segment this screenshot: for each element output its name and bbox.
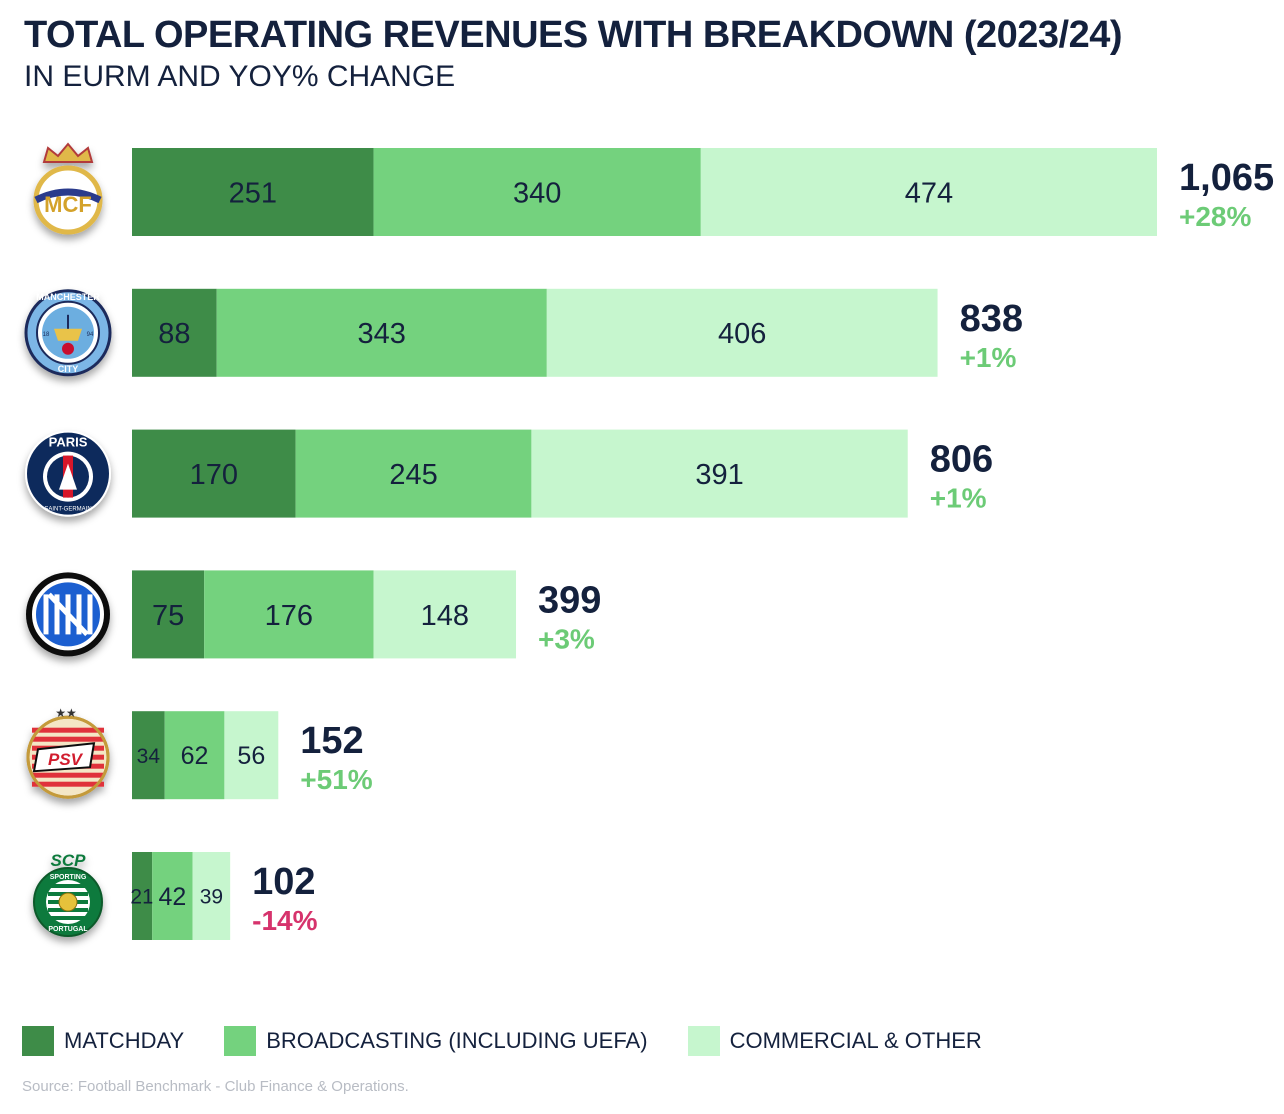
legend-swatch-broadcasting [224, 1026, 257, 1056]
data-label: 251 [229, 177, 277, 209]
legend-swatch-matchday [22, 1026, 54, 1056]
svg-text:★★: ★★ [55, 706, 77, 720]
data-label: 340 [513, 177, 561, 209]
svg-text:MCF: MCF [44, 192, 92, 217]
legend-swatch-commercial [687, 1026, 720, 1056]
source-note: Source: Football Benchmark - Club Financ… [22, 1078, 409, 1095]
data-label: 88 [158, 318, 190, 350]
data-label: 474 [905, 177, 953, 209]
yoy-change-label: +1% [930, 483, 987, 514]
legend-label-commercial: COMMERCIAL & OTHER [729, 1028, 982, 1053]
bar-segment-broadcasting [216, 288, 547, 377]
legend-label-matchday: MATCHDAY [64, 1028, 185, 1053]
legend-label-broadcasting: BROADCASTING (INCLUDING UEFA) [266, 1028, 648, 1053]
bar-row: 170 245 391 806+1% [132, 429, 993, 518]
data-label: 406 [718, 318, 766, 350]
yoy-change-label: +3% [538, 623, 595, 654]
legend-item-commercial: COMMERCIAL & OTHER [687, 1026, 982, 1056]
data-label: 21 [130, 886, 153, 909]
bar-row: 75 176 148 399+3% [132, 570, 601, 659]
bar-segment-commercial [546, 288, 938, 377]
data-label: 56 [237, 742, 265, 770]
legend: MATCHDAY BROADCASTING (INCLUDING UEFA) C… [22, 1026, 1022, 1056]
total-label: 838 [960, 298, 1023, 340]
psg-crest-icon: PARIS SAINT-GERMAIN [25, 430, 111, 517]
bar-segment-matchday [132, 570, 205, 659]
bar-row: 34 62 56 152+51% [132, 711, 373, 800]
total-label: 399 [538, 579, 601, 621]
data-label: 39 [200, 886, 223, 909]
psv-crest-icon: PSV ★★ [26, 706, 110, 799]
svg-text:SPORTING: SPORTING [50, 874, 87, 881]
data-label: 34 [137, 745, 161, 768]
svg-text:SCP: SCP [51, 851, 87, 870]
total-label: 1,065 [1179, 157, 1274, 199]
data-label: 343 [358, 318, 406, 350]
data-label: 42 [159, 883, 187, 911]
bar-segment-commercial [700, 148, 1157, 236]
yoy-change-label: -14% [252, 905, 317, 936]
bar-segment-broadcasting [204, 570, 374, 659]
bar-segment-matchday [132, 429, 296, 518]
bar-segment-commercial [531, 429, 908, 518]
chart-subtitle: IN EURM AND YOY% CHANGE [24, 60, 456, 93]
bar-segment-matchday [132, 148, 374, 236]
inter-crest-icon [26, 572, 110, 657]
bar-segment-broadcasting [152, 852, 193, 940]
data-label: 62 [181, 742, 209, 770]
svg-text:18: 18 [43, 332, 50, 338]
total-label: 806 [930, 439, 993, 481]
real-madrid-crest-icon: MCF [33, 142, 103, 235]
svg-text:CITY: CITY [58, 364, 79, 374]
svg-text:PORTUGAL: PORTUGAL [48, 926, 88, 933]
chart-title: TOTAL OPERATING REVENUES WITH BREAKDOWN … [24, 14, 1123, 56]
bar-segment-broadcasting [164, 711, 225, 800]
bar-segment-matchday [132, 852, 153, 940]
data-label: 176 [265, 600, 313, 632]
bar-segment-matchday [132, 711, 165, 800]
bar-row: 251 340 474 1,065+28% [132, 148, 1274, 236]
data-label: 75 [152, 600, 184, 632]
total-label: 102 [252, 861, 315, 903]
yoy-change-label: +51% [300, 764, 372, 795]
svg-text:MANCHESTER: MANCHESTER [36, 292, 100, 302]
manchester-city-crest-icon: MANCHESTER CITY 18 94 [24, 289, 112, 377]
data-label: 245 [389, 459, 437, 491]
yoy-change-label: +1% [960, 342, 1017, 373]
bar-row: 88 343 406 838+1% [132, 288, 1023, 377]
svg-text:PARIS: PARIS [49, 435, 88, 450]
sporting-crest-icon: SCP SPORTING PORTUGAL [33, 851, 103, 937]
bar-segment-matchday [132, 288, 217, 377]
bar-segment-commercial [192, 852, 231, 940]
total-label: 152 [300, 720, 363, 762]
legend-item-broadcasting: BROADCASTING (INCLUDING UEFA) [224, 1026, 648, 1056]
svg-text:PSV: PSV [48, 750, 84, 769]
bar-segment-commercial [373, 570, 517, 659]
bar-segment-broadcasting [373, 148, 701, 236]
bar-segment-commercial [224, 711, 279, 800]
bar-segment-broadcasting [295, 429, 532, 518]
svg-text:94: 94 [87, 332, 94, 338]
data-label: 391 [695, 459, 743, 491]
data-label: 148 [421, 600, 469, 632]
yoy-change-label: +28% [1179, 201, 1251, 232]
bar-row: 21 42 39 102-14% [130, 852, 318, 940]
data-label: 170 [190, 459, 238, 491]
svg-text:SAINT-GERMAIN: SAINT-GERMAIN [44, 507, 91, 513]
legend-item-matchday: MATCHDAY [22, 1026, 184, 1056]
